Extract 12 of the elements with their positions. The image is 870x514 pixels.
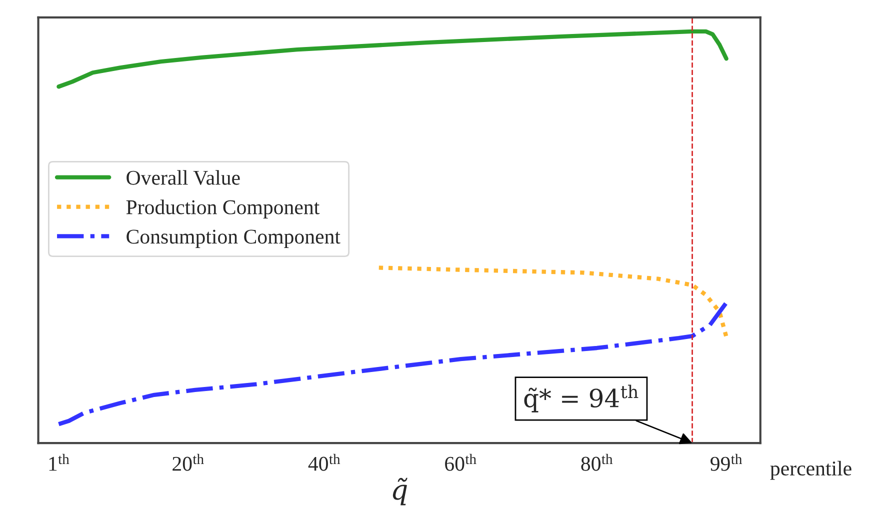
legend-label: Production Component — [126, 200, 320, 219]
x-tick-label: 60$^{th}$ — [445, 454, 476, 471]
x-axis-title: q̃ — [392, 478, 408, 506]
legend-label: Consumption Component — [126, 230, 340, 248]
annotation: q̃* = 94$^{th}$ — [524, 384, 638, 412]
x-tick-label: 80$^{th}$ — [581, 454, 613, 471]
legend-label: Overall Value — [126, 170, 240, 185]
x-tick-label: 99$^{th}$ — [710, 454, 742, 471]
x-tick-label: 40$^{th}$ — [308, 454, 340, 471]
x-tick-label: 1$^{th}$ — [49, 454, 70, 471]
text: percentile — [770, 460, 852, 480]
x-tick-label: 20$^{th}$ — [172, 454, 204, 471]
